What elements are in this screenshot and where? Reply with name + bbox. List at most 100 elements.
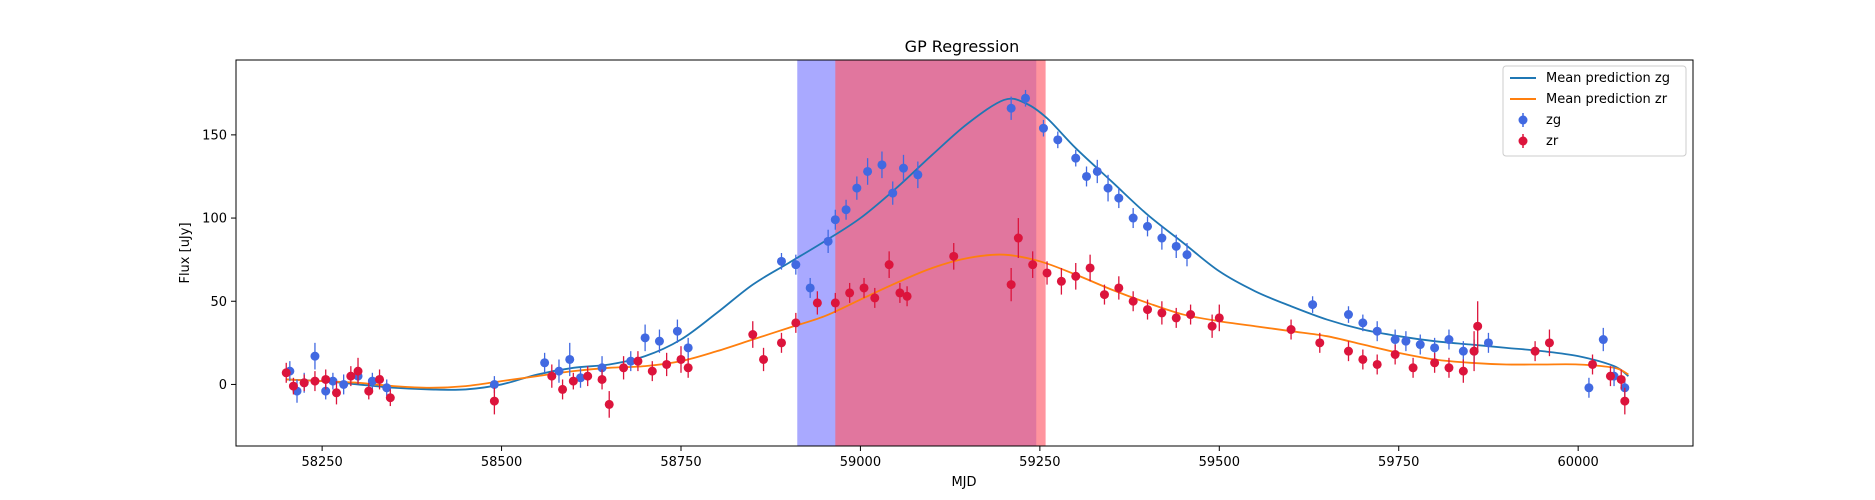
zr-point	[895, 288, 905, 298]
zg-point	[367, 376, 377, 386]
zr-point	[558, 384, 568, 394]
legend-swatch-zg	[1518, 115, 1528, 125]
zr-point	[1071, 271, 1081, 281]
legend: Mean prediction zg Mean prediction zr zg…	[1502, 65, 1687, 157]
zr-point	[1358, 354, 1368, 364]
zr-point	[1157, 308, 1167, 318]
zg-point	[1157, 233, 1167, 243]
zg-point	[672, 326, 682, 336]
zg-point	[654, 336, 664, 346]
zg-point	[841, 205, 851, 215]
zg-point	[1415, 340, 1425, 350]
zr-point	[1214, 313, 1224, 323]
zr-point	[776, 338, 786, 348]
zr-point	[1343, 346, 1353, 356]
zr-point	[1458, 366, 1468, 376]
zg-point	[640, 333, 650, 343]
highlight-band-1	[835, 60, 1046, 446]
zr-point	[568, 376, 578, 386]
zr-point	[489, 396, 499, 406]
zr-point	[364, 386, 374, 396]
zr-point	[346, 371, 356, 381]
zr-point	[845, 288, 855, 298]
zr-point	[1408, 363, 1418, 373]
zr-point	[902, 291, 912, 301]
zr-point	[1128, 296, 1138, 306]
zr-point	[683, 363, 693, 373]
zg-point	[776, 256, 786, 266]
zr-point	[1315, 338, 1325, 348]
zr-point	[1588, 359, 1598, 369]
zg-point	[1308, 300, 1318, 310]
zr-point	[1530, 346, 1540, 356]
zg-point	[1444, 335, 1454, 345]
zr-point	[662, 359, 672, 369]
legend-box	[1502, 65, 1687, 157]
zr-point	[633, 356, 643, 366]
zr-point	[353, 366, 363, 376]
chart-title: GP Regression	[905, 37, 1020, 56]
zr-point	[1085, 263, 1095, 273]
data-points	[281, 89, 1630, 418]
y-tick-label: 150	[202, 128, 227, 143]
zr-point	[385, 393, 395, 403]
zr-point	[1171, 313, 1181, 323]
zg-point	[1171, 241, 1181, 251]
zr-point	[949, 251, 959, 261]
mean-prediction-line-zr	[286, 253, 1629, 389]
zr-point	[1605, 371, 1615, 381]
x-axis-label: MJD	[951, 475, 976, 490]
x-tick-label: 58500	[481, 455, 522, 470]
zr-point	[1099, 290, 1109, 300]
zg-point	[1458, 346, 1468, 356]
x-tick-label: 58250	[301, 455, 342, 470]
legend-swatch-zr	[1518, 136, 1528, 146]
zg-point	[1584, 383, 1594, 393]
zg-point	[489, 379, 499, 389]
zg-point	[1372, 326, 1382, 336]
zr-point	[1056, 276, 1066, 286]
plot-frame	[235, 59, 1694, 447]
zr-point	[331, 388, 341, 398]
zr-point	[1006, 280, 1016, 290]
zg-point	[565, 354, 575, 364]
zg-point	[540, 358, 550, 368]
zg-point	[863, 166, 873, 176]
x-tick-label: 60000	[1557, 455, 1598, 470]
zr-point	[604, 399, 614, 409]
zg-point	[1390, 335, 1400, 345]
zr-point	[1114, 283, 1124, 293]
zg-point	[888, 188, 898, 198]
zg-point	[913, 170, 923, 180]
zr-point	[547, 371, 557, 381]
zg-point	[1092, 166, 1102, 176]
legend-label-mean-zr: Mean prediction zr	[1546, 92, 1668, 107]
zg-point	[683, 343, 693, 353]
x-tick-label: 59000	[840, 455, 881, 470]
zr-point	[647, 366, 657, 376]
zg-point	[791, 260, 801, 270]
zr-point	[1013, 233, 1023, 243]
zr-point	[619, 363, 629, 373]
legend-label-zr: zr	[1546, 134, 1559, 149]
zg-point	[339, 379, 349, 389]
zr-point	[375, 374, 385, 384]
zg-point	[576, 373, 586, 383]
zg-point	[1343, 310, 1353, 320]
zg-point	[1021, 93, 1031, 103]
legend-label-zg: zg	[1546, 113, 1561, 128]
zr-point	[1372, 359, 1382, 369]
zr-point	[321, 374, 331, 384]
y-tick-label: 100	[202, 212, 227, 227]
zr-point	[1390, 349, 1400, 359]
zr-point	[1469, 346, 1479, 356]
y-tick-label: 0	[219, 378, 227, 393]
legend-label-mean-zg: Mean prediction zg	[1546, 71, 1670, 86]
zr-point	[884, 260, 894, 270]
zg-point	[321, 386, 331, 396]
zg-point	[597, 363, 607, 373]
zg-point	[382, 383, 392, 393]
zr-point	[1286, 325, 1296, 335]
zg-point	[1114, 193, 1124, 203]
